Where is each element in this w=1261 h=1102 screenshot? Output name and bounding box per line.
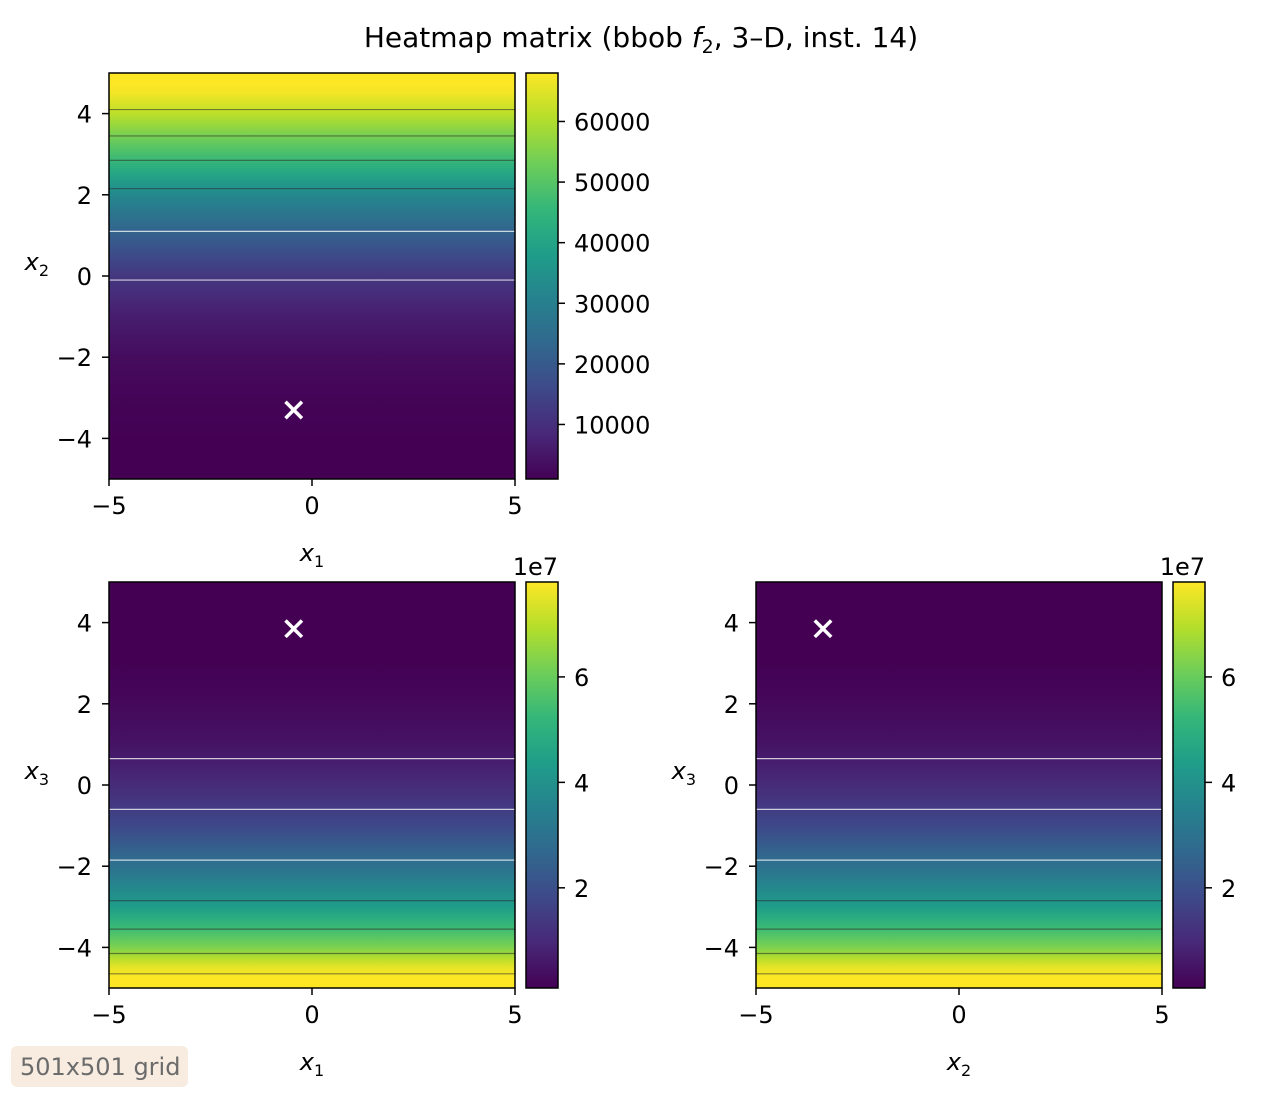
colorbar-tick-label: 4: [574, 769, 589, 797]
heatmap-panel-1: −5 0 5 −4 −2 0 2 4 x1 x2 10000 20000 30000 40000 50000…: [24, 72, 650, 571]
x-tick-label: 5: [507, 1001, 522, 1029]
y-tick-label: 4: [77, 101, 92, 129]
x-axis-label: x1: [299, 539, 324, 571]
colorbar-tick-label: 10000: [574, 411, 650, 439]
y-tick-label: 0: [77, 772, 92, 800]
y-tick-label: −4: [57, 425, 92, 453]
y-tick-label: 4: [724, 610, 739, 638]
colorbar-tick-label: 4: [1221, 769, 1236, 797]
x-tick-label: 0: [304, 1001, 319, 1029]
colorbar-tick-label: 20000: [574, 351, 650, 379]
x-tick-label: −5: [91, 492, 126, 520]
colorbar-bar: [1172, 581, 1206, 989]
colorbar-offset-label: 1e7: [513, 553, 558, 581]
colorbar-bar: [525, 581, 559, 989]
y-tick-label: 2: [77, 182, 92, 210]
x-axis-label: x2: [946, 1048, 971, 1080]
y-axis-label: x3: [671, 757, 696, 789]
y-tick-label: 2: [724, 691, 739, 719]
colorbar-tick-label: 50000: [574, 169, 650, 197]
x-tick-label: 0: [951, 1001, 966, 1029]
x-tick-label: −5: [91, 1001, 126, 1029]
heatmap-image: [109, 73, 515, 479]
colorbar-offset-label: 1e7: [1160, 553, 1205, 581]
grid-size-note: 501x501 grid: [11, 1046, 189, 1087]
y-tick-label: −2: [57, 853, 92, 881]
y-tick-label: −2: [704, 853, 739, 881]
colorbar-tick-label: 6: [1221, 664, 1236, 692]
colorbar-bar: [525, 72, 559, 480]
heatmap-panel-3: −5 0 5 −4 −2 0 2 4 x2 x3 2 4 6 1e7: [671, 553, 1237, 1080]
optimum-marker: [813, 619, 833, 639]
colorbar: 10000 20000 30000 40000 50000 60000: [525, 72, 650, 480]
x-tick-label: 0: [304, 492, 319, 520]
heatmap-panel-2: −5 0 5 −4 −2 0 2 4 x1 x3 2 4 6 1e7: [24, 553, 590, 1080]
colorbar-tick-label: 2: [1221, 875, 1236, 903]
y-tick-label: −4: [57, 934, 92, 962]
optimum-marker: [284, 400, 304, 420]
y-axis-label: x2: [24, 248, 49, 280]
colorbar: 2 4 6 1e7: [513, 553, 589, 989]
x-tick-label: −5: [738, 1001, 773, 1029]
y-tick-label: 0: [77, 263, 92, 291]
heatmap-image: [109, 582, 515, 988]
colorbar-tick-label: 40000: [574, 230, 650, 258]
heatmap-image: [756, 582, 1162, 988]
figure-title: Heatmap matrix (bbob f2, 3–D, inst. 14): [364, 21, 918, 58]
optimum-marker: [284, 619, 304, 639]
colorbar-tick-label: 30000: [574, 290, 650, 318]
x-tick-label: 5: [1154, 1001, 1169, 1029]
y-tick-label: −4: [704, 934, 739, 962]
y-tick-label: −2: [57, 344, 92, 372]
colorbar: 2 4 6 1e7: [1160, 553, 1236, 989]
x-axis-label: x1: [299, 1048, 324, 1080]
y-tick-label: 2: [77, 691, 92, 719]
colorbar-tick-label: 6: [574, 664, 589, 692]
y-tick-label: 4: [77, 610, 92, 638]
colorbar-tick-label: 2: [574, 875, 589, 903]
x-tick-label: 5: [507, 492, 522, 520]
y-axis-label: x3: [24, 757, 49, 789]
y-tick-label: 0: [724, 772, 739, 800]
colorbar-tick-label: 60000: [574, 108, 650, 136]
